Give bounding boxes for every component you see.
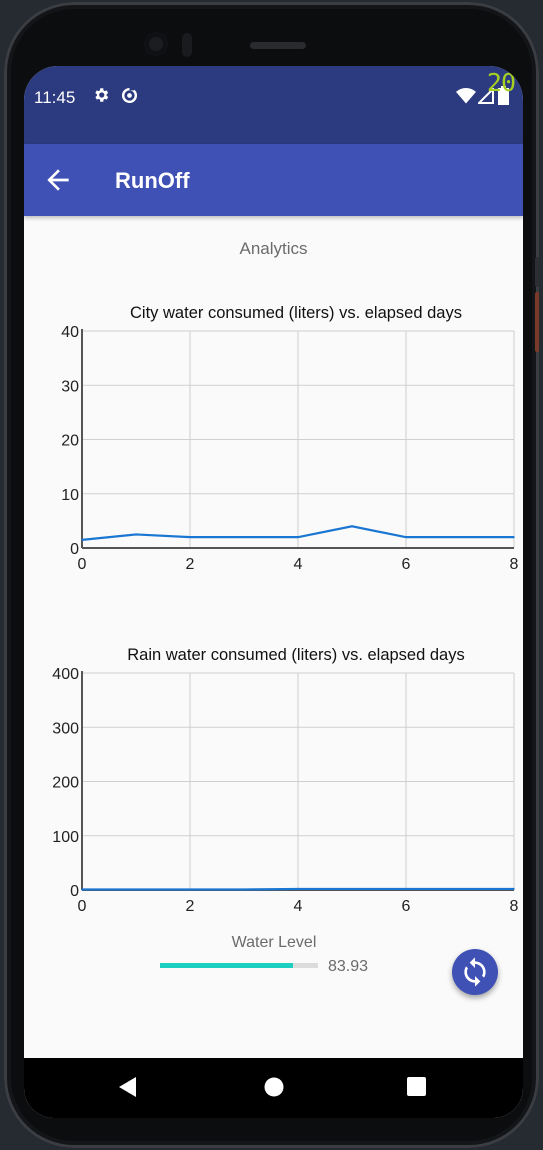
data-point: [81, 539, 83, 541]
data-point: [351, 888, 353, 890]
app-title: RunOff: [115, 168, 190, 193]
data-point: [189, 536, 191, 538]
screen: 11:45 20 RunOff Analytics City water con…: [24, 66, 523, 1118]
chart-title: City water consumed (liters) vs. elapsed…: [130, 304, 462, 322]
navigation-bar: [24, 1058, 523, 1118]
y-tick-label: 100: [52, 829, 79, 846]
y-tick-label: 10: [61, 487, 79, 504]
chart-title: Rain water consumed (liters) vs. elapsed…: [127, 646, 464, 664]
power-button: [535, 292, 539, 352]
signal-icon: [476, 86, 494, 109]
data-point: [81, 888, 83, 891]
app-bar: RunOff: [24, 144, 523, 216]
x-tick-label: 0: [78, 556, 87, 573]
y-tick-label: 0: [70, 883, 79, 900]
data-point: [513, 536, 515, 538]
page-heading: Analytics: [239, 239, 308, 258]
overlay-counter: 20: [486, 68, 516, 97]
home-circle-icon[interactable]: [263, 1076, 285, 1103]
x-tick-label: 4: [294, 898, 303, 915]
data-point: [243, 888, 245, 891]
y-tick-label: 400: [52, 666, 79, 683]
earpiece-speaker: [250, 42, 306, 49]
water-level-progress-fill: [160, 963, 293, 968]
x-tick-label: 6: [402, 898, 411, 915]
refresh-button[interactable]: [452, 949, 498, 995]
data-point: [243, 536, 245, 538]
rain-water-chart: Rain water consumed (liters) vs. elapsed…: [52, 646, 519, 915]
battery-icon: [498, 86, 509, 110]
data-point: [297, 536, 299, 538]
water-level-value: 83.93: [328, 958, 369, 975]
x-tick-label: 4: [294, 556, 303, 573]
data-point: [297, 888, 299, 890]
y-tick-label: 40: [61, 324, 79, 341]
data-point: [189, 888, 191, 891]
arrow-left-icon[interactable]: [42, 164, 74, 196]
x-tick-label: 6: [402, 556, 411, 573]
data-point: [135, 888, 137, 891]
back-triangle-icon[interactable]: [118, 1076, 138, 1103]
water-level-progress-bar: [160, 963, 318, 968]
y-tick-label: 0: [70, 541, 79, 558]
city-water-chart: City water consumed (liters) vs. elapsed…: [61, 304, 519, 573]
y-tick-label: 20: [61, 433, 79, 450]
data-point: [513, 888, 515, 890]
status-time: 11:45: [34, 88, 76, 107]
x-tick-label: 8: [510, 898, 519, 915]
y-tick-label: 30: [61, 378, 79, 395]
x-tick-label: 2: [186, 898, 195, 915]
y-tick-label: 300: [52, 720, 79, 737]
data-point: [135, 533, 137, 536]
x-tick-label: 2: [186, 556, 195, 573]
data-point: [405, 888, 407, 890]
front-camera: [144, 32, 168, 56]
volume-button: [535, 257, 539, 287]
data-point: [405, 536, 407, 538]
sensor: [182, 33, 192, 57]
data-point: [459, 888, 461, 890]
status-bar: 11:45 20: [24, 66, 523, 144]
wifi-icon: [456, 88, 476, 109]
water-level-label: Water Level: [231, 934, 317, 951]
gear-icon: [92, 86, 110, 109]
x-tick-label: 0: [78, 898, 87, 915]
data-saver-icon: [120, 86, 139, 110]
y-tick-label: 200: [52, 775, 79, 792]
recents-square-icon[interactable]: [407, 1077, 426, 1101]
data-point: [351, 525, 353, 528]
x-tick-label: 8: [510, 556, 519, 573]
data-point: [459, 536, 461, 538]
